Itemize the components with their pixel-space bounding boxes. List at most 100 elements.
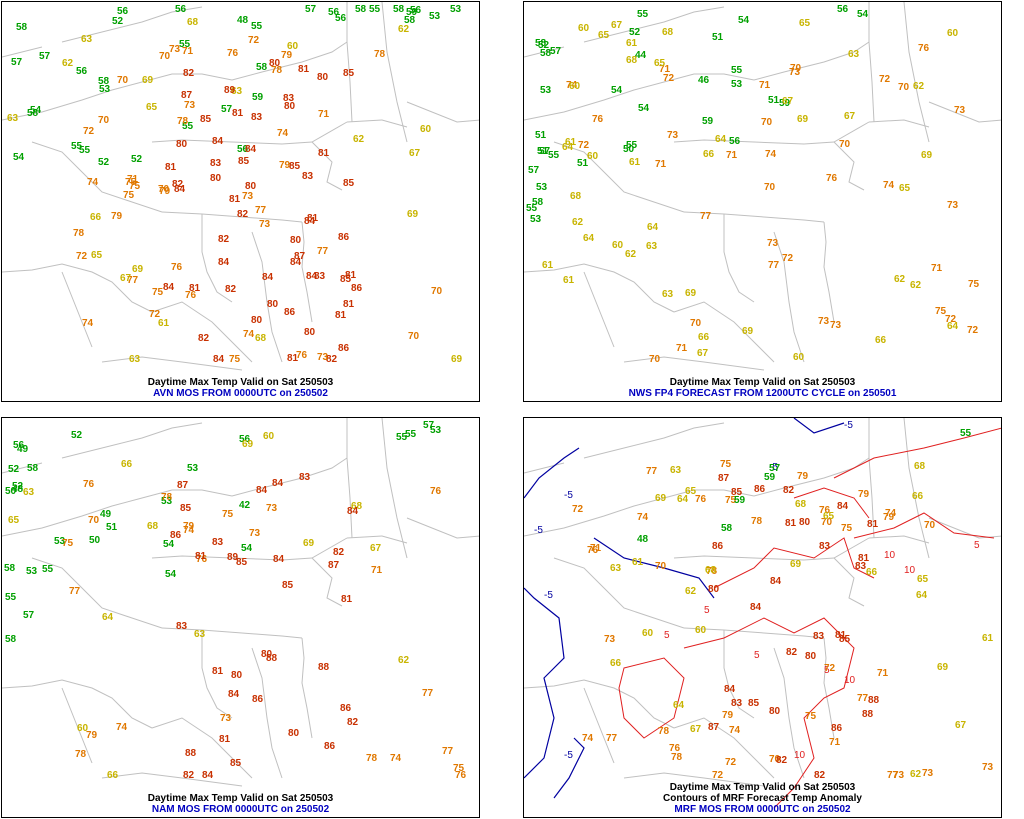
station-temp: 56 — [837, 4, 849, 15]
station-temp: 69 — [451, 354, 463, 365]
station-temp: 71 — [659, 64, 671, 75]
station-temp: 84 — [272, 478, 284, 489]
station-temp: 44 — [635, 50, 647, 61]
station-temp: 59 — [702, 116, 714, 127]
station-temp: 64 — [715, 134, 727, 145]
station-temp: 83 — [813, 631, 825, 642]
station-temp: 66 — [703, 149, 715, 160]
station-temp: 51 — [577, 158, 589, 169]
station-temp: 77 — [857, 693, 869, 704]
station-temp: 58 — [532, 197, 544, 208]
station-temp: 48 — [12, 484, 24, 495]
station-temp: 62 — [894, 274, 906, 285]
station-temp: 57 — [305, 4, 317, 15]
station-temp: 55 — [42, 564, 54, 575]
state-border — [301, 221, 313, 323]
state-border — [583, 422, 725, 459]
station-temp: 81 — [858, 553, 870, 564]
station-temp: 58 — [355, 4, 367, 15]
station-temp: 84 — [213, 354, 225, 365]
station-temp: 57 — [550, 46, 562, 57]
station-temp: 55 — [71, 141, 83, 152]
station-temp: 56 — [76, 66, 88, 77]
station-temp: 85 — [839, 634, 851, 645]
station-temp: 63 — [231, 86, 243, 97]
station-temp: 62 — [398, 655, 410, 666]
station-temp: 69 — [685, 288, 697, 299]
station-temp: 76 — [430, 486, 442, 497]
station-temp: 84 — [174, 184, 186, 195]
station-temp: 82 — [183, 68, 195, 79]
state-border — [524, 263, 675, 313]
station-temp: 79 — [183, 521, 195, 532]
station-temp: 71 — [726, 150, 738, 161]
state-border — [151, 301, 253, 363]
panel-subtitle: MRF MOS FROM 0000UTC on 250502 — [674, 804, 851, 815]
station-temp: 75 — [123, 190, 135, 201]
station-temp: 84 — [750, 602, 762, 613]
state-border — [683, 627, 825, 639]
station-temp: 76 — [83, 479, 95, 490]
station-temp: 67 — [370, 543, 382, 554]
station-temp: 85 — [343, 178, 355, 189]
state-border — [723, 214, 755, 303]
station-temp: 72 — [945, 314, 957, 325]
panel-nam: 42 49 52 53 48 54 53 55 58 57 56 55 52 50 53 54 55 53 58 56… — [1, 417, 480, 818]
station-temp: 64 — [562, 142, 574, 153]
station-temp: 79 — [279, 160, 291, 171]
station-temp: 80 — [284, 101, 296, 112]
station-temp: 79 — [281, 50, 293, 61]
station-temp: 73 — [954, 105, 966, 116]
station-temp: 86 — [338, 343, 350, 354]
state-border — [773, 231, 805, 363]
state-border — [406, 517, 479, 539]
station-temp: 85 — [230, 758, 242, 769]
station-temp: 52 — [98, 157, 110, 168]
station-temp: 66 — [107, 770, 119, 781]
station-temp: 80 — [261, 649, 273, 660]
state-border — [201, 630, 233, 719]
station-temp: 64 — [647, 222, 659, 233]
station-temp: 77 — [127, 275, 139, 286]
contour-label: -5 — [769, 462, 778, 473]
station-temp: 67 — [782, 96, 794, 107]
station-temp: 83 — [212, 537, 224, 548]
station-temp: 60 — [420, 124, 432, 135]
station-temp: 84 — [163, 282, 175, 293]
map-borders — [2, 2, 479, 371]
panel-title: Daytime Max Temp Valid on Sat 250503 — [669, 377, 856, 388]
station-temp: 81 — [835, 630, 847, 641]
station-temp: 61 — [982, 633, 994, 644]
station-temp: 72 — [967, 325, 979, 336]
panel-title-contours: Contours of MRF Forecast Temp Anomaly — [663, 793, 862, 804]
station-temp: 81 — [219, 734, 231, 745]
station-temp: 51 — [712, 32, 724, 43]
station-temp: 80 — [708, 584, 720, 595]
station-temp: 78 — [706, 566, 718, 577]
station-temp: 84 — [347, 506, 359, 517]
positive-anomaly-contour — [833, 427, 1001, 479]
station-temp: 83 — [302, 171, 314, 182]
state-border — [381, 418, 403, 539]
station-temp: 69 — [242, 439, 254, 450]
station-temp: 70 — [158, 184, 170, 195]
station-temp: 56 — [237, 144, 249, 155]
map-mrf: -5-5-5-5-5-55555101010105485557585960616… — [524, 418, 1001, 809]
contour-label: 5 — [664, 630, 670, 641]
station-temp: 82 — [333, 547, 345, 558]
station-temp: 84 — [304, 216, 316, 227]
station-temp: 61 — [158, 318, 170, 329]
station-temp: 88 — [862, 709, 874, 720]
state-border — [673, 537, 870, 561]
station-temp: 77 — [700, 211, 712, 222]
state-border — [553, 141, 685, 213]
station-temp: 50 — [5, 486, 17, 497]
station-temp: 87 — [181, 90, 193, 101]
station-temp: 86 — [170, 530, 182, 541]
state-border — [61, 687, 93, 764]
station-temp: 57 — [221, 104, 233, 115]
station-temp: 74 — [277, 128, 289, 139]
station-temp: 75 — [62, 538, 74, 549]
station-temp: 84 — [218, 257, 230, 268]
station-temp: 81 — [785, 518, 797, 529]
